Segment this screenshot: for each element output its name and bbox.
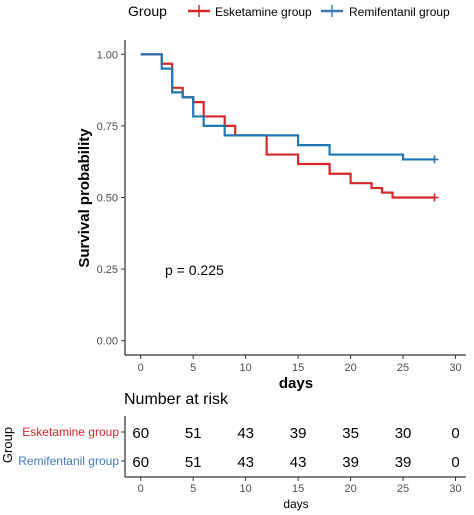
x-axis-title: days	[279, 375, 313, 392]
risk-count: 39	[290, 425, 307, 442]
x-tick-label: 0	[138, 362, 144, 374]
survival-curve-remifentanil-group	[140, 53, 435, 161]
risk-count: 43	[290, 454, 307, 471]
risk-count: 0	[451, 454, 459, 471]
x-tick-label: 25	[397, 362, 409, 374]
risk-count: 0	[451, 425, 459, 442]
risk-count: 51	[185, 425, 202, 442]
risk-count: 60	[132, 454, 149, 471]
risk-count: 30	[395, 425, 412, 442]
risk-x-tick-label: 30	[449, 483, 461, 495]
x-tick-label: 5	[190, 362, 196, 374]
legend-entry-remifentanil: Remifentanil group	[349, 5, 450, 19]
risk-count: 39	[395, 454, 412, 471]
risk-count: 51	[185, 454, 202, 471]
risk-x-tick-label: 15	[292, 483, 304, 495]
p-value-annotation: p = 0.225	[165, 262, 224, 278]
risk-x-tick-label: 5	[190, 483, 196, 495]
risk-x-tick-label: 20	[344, 483, 356, 495]
risk-table-x-ticks: 0 5 10 15 20 25 30	[138, 477, 462, 495]
risk-x-tick-label: 25	[397, 483, 409, 495]
risk-row-label: Esketamine group	[22, 425, 119, 439]
risk-x-tick-label: 10	[240, 483, 252, 495]
risk-table-rows: Esketamine group 60 51 43 39 35 30 0 Remifentani…	[18, 425, 459, 471]
y-tick-label: 0.00	[97, 336, 118, 348]
censor-mark-esketamine-group	[430, 193, 439, 202]
risk-x-tick-label: 0	[138, 483, 144, 495]
risk-count: 43	[237, 454, 254, 471]
y-tick-label: 1.00	[97, 49, 118, 61]
y-tick-label: 0.25	[97, 264, 118, 276]
risk-table-y-title: Group	[0, 427, 15, 463]
y-axis-ticks: 0.00 0.25 0.50 0.75 1.00	[97, 49, 125, 348]
x-tick-label: 15	[292, 362, 304, 374]
y-axis-title: Survival probability	[76, 128, 93, 268]
legend: Group Esketamine group Remifentanil grou…	[128, 3, 450, 19]
risk-table-title: Number at risk	[124, 391, 229, 408]
risk-count: 39	[342, 454, 359, 471]
risk-table: Number at risk Group Esketamine group 60 5…	[0, 391, 466, 511]
x-tick-label: 10	[240, 362, 252, 374]
x-tick-label: 20	[344, 362, 356, 374]
risk-count: 35	[342, 425, 359, 442]
risk-count: 43	[237, 425, 254, 442]
x-axis-ticks: 0 5 10 15 20 25 30	[138, 355, 462, 374]
censor-mark-remifentanil-group	[430, 155, 439, 164]
x-tick-label: 30	[449, 362, 461, 374]
risk-table-x-title: days	[283, 497, 308, 511]
y-tick-label: 0.75	[97, 121, 118, 133]
risk-count: 60	[132, 425, 149, 442]
y-tick-label: 0.50	[97, 193, 118, 205]
legend-entry-esketamine: Esketamine group	[215, 5, 312, 19]
risk-row-label: Remifentanil group	[18, 454, 119, 468]
legend-title: Group	[128, 3, 167, 19]
survival-curve-esketamine-group	[140, 53, 435, 199]
survival-plot: 0.00 0.25 0.50 0.75 1.00 0 5 10 15 20 25 30 p = 0.…	[76, 40, 466, 392]
survival-curves	[140, 53, 439, 202]
